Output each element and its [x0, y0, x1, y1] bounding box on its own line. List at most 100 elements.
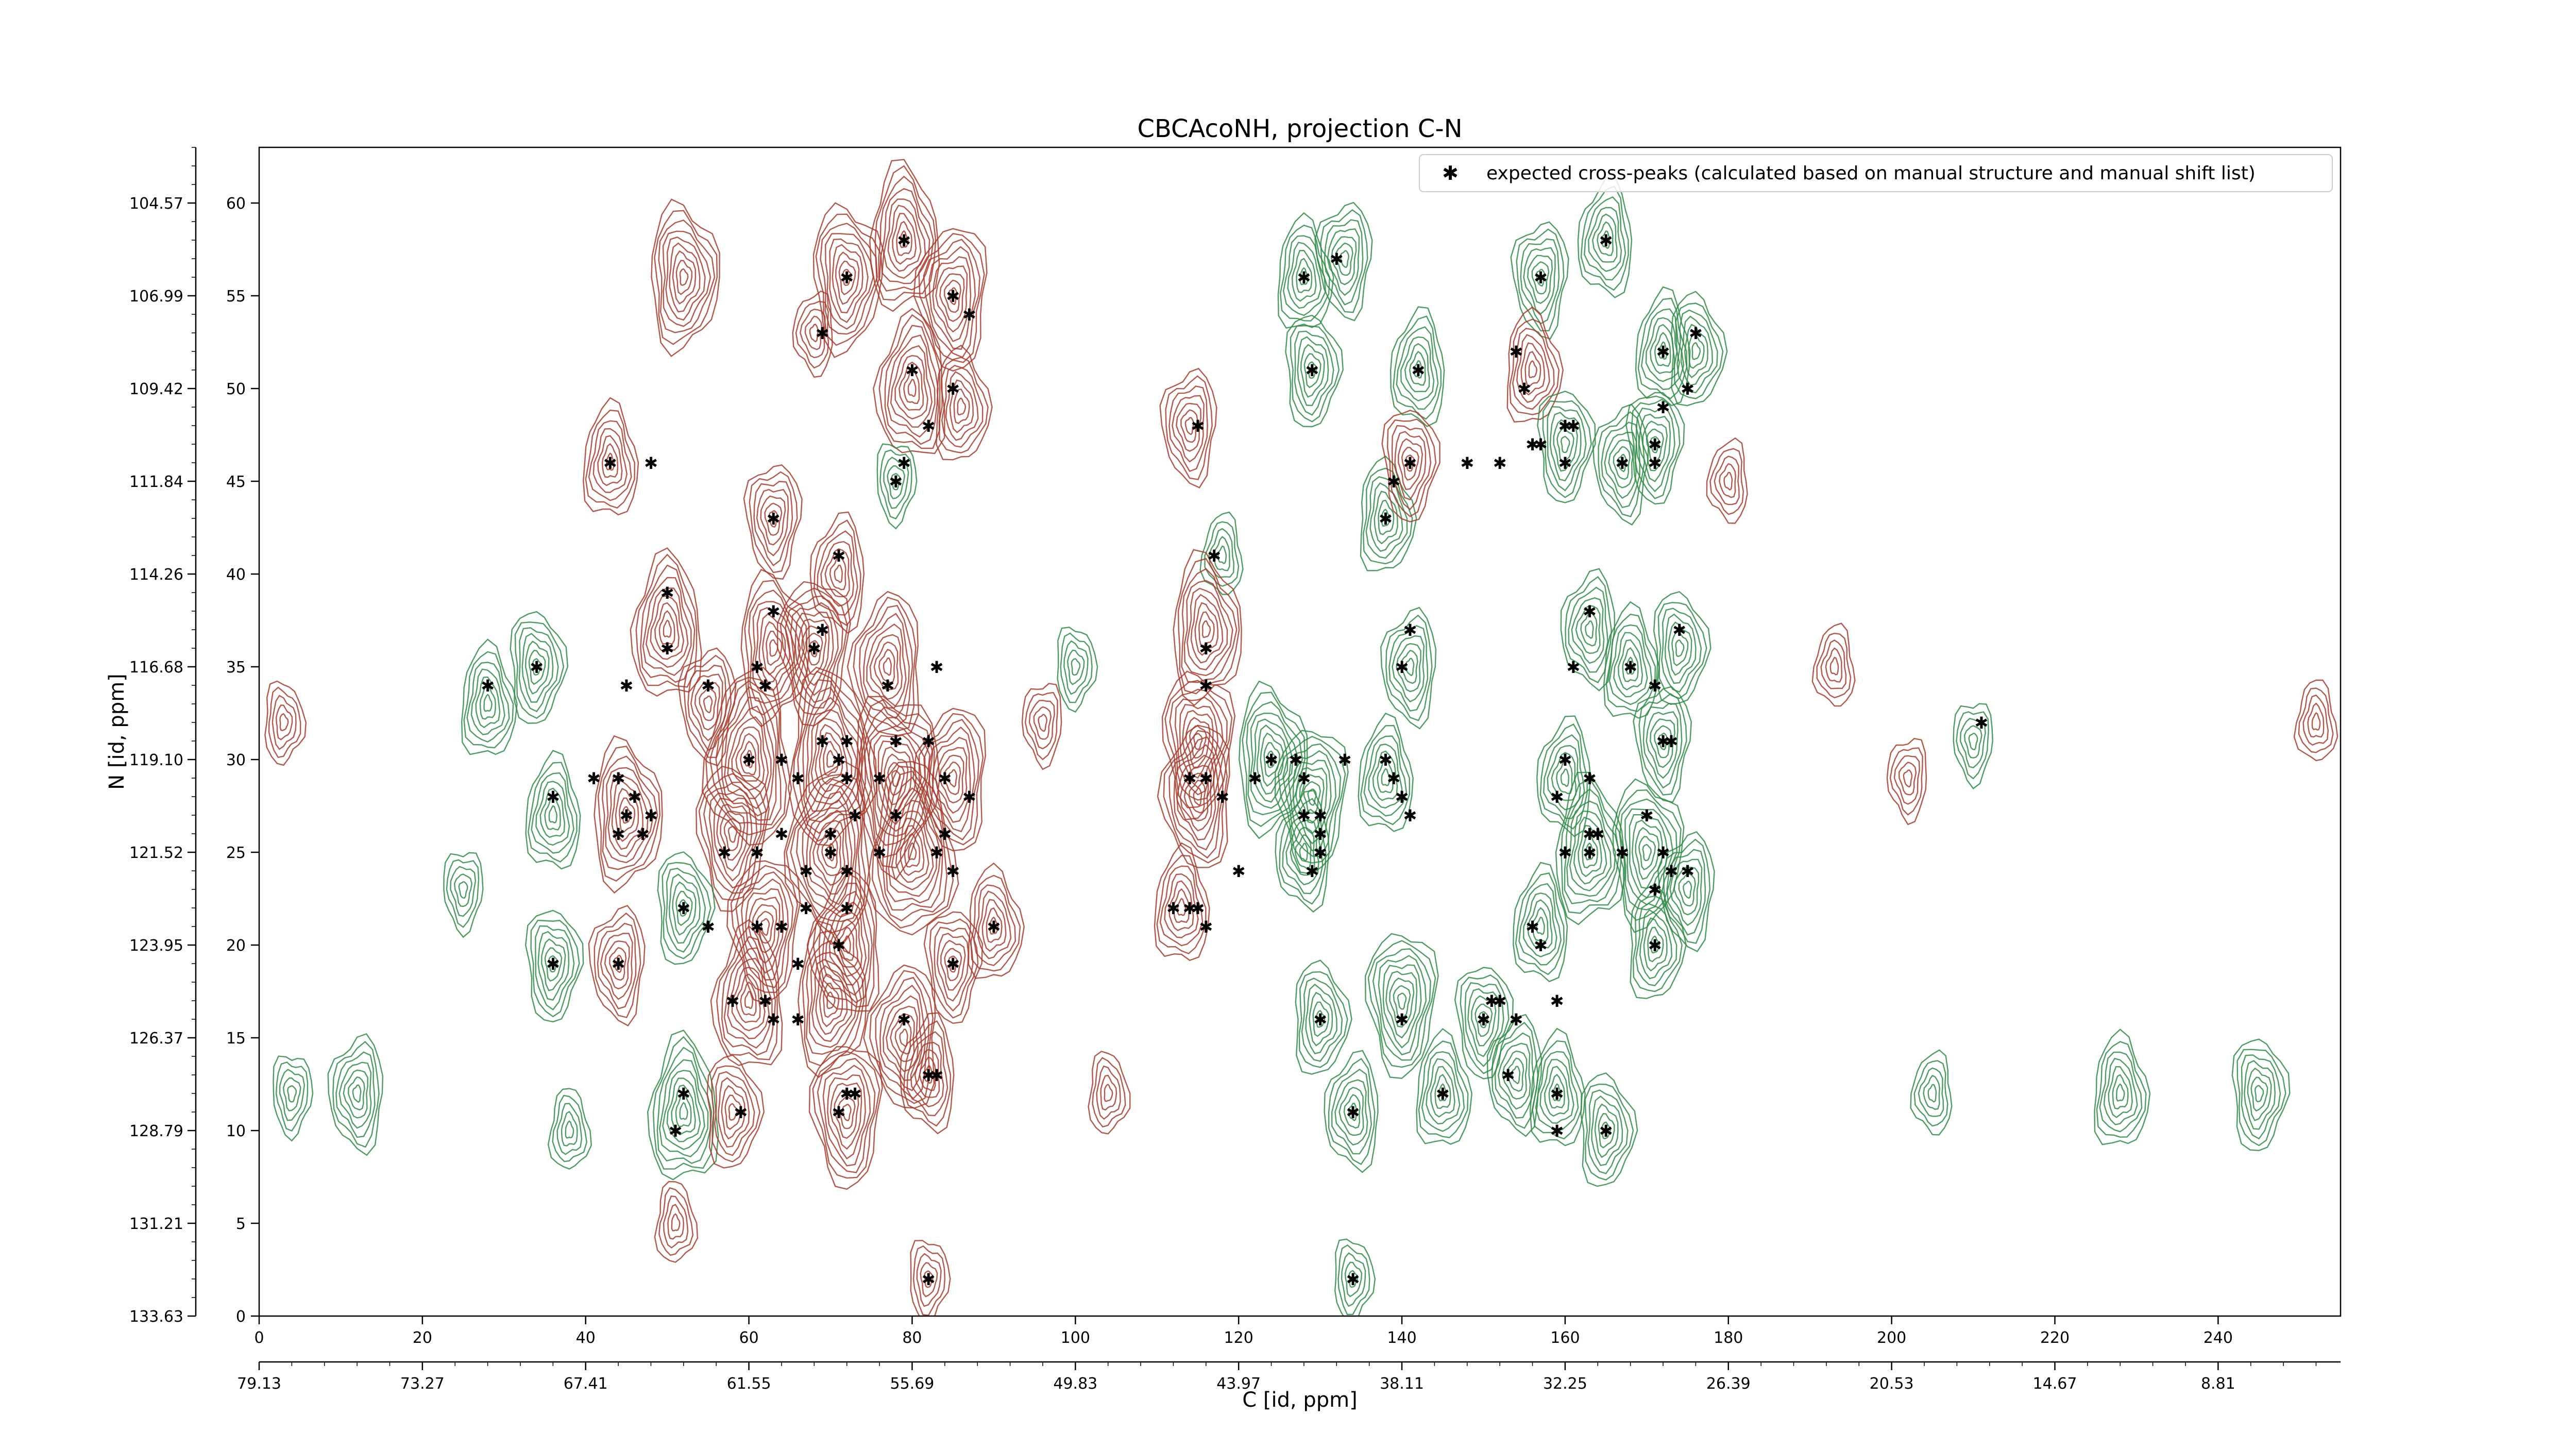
contour-line	[1898, 762, 1917, 796]
legend-marker: ✱	[1442, 162, 1459, 184]
contour-line	[696, 765, 770, 912]
expected-peak-marker: ✱	[1346, 1270, 1360, 1289]
contour-line	[1531, 907, 1549, 942]
contour-line	[1381, 509, 1391, 527]
contour-line	[1632, 895, 1683, 992]
contour-line	[755, 607, 796, 691]
contour-line	[1301, 978, 1343, 1062]
expected-peak-marker: ✱	[946, 862, 960, 881]
expected-peak-marker: ✱	[881, 676, 895, 696]
contour-line	[1282, 743, 1342, 857]
contour-line	[1368, 744, 1403, 809]
contour-peak	[1537, 391, 1596, 503]
contour-line	[769, 639, 778, 657]
contour-line	[866, 761, 959, 936]
contour-line	[1416, 1027, 1473, 1145]
contour-line	[2094, 1029, 2151, 1145]
contour-line	[1536, 715, 1591, 837]
contour-line	[1400, 650, 1418, 684]
contour-line	[1889, 747, 1923, 816]
contour-line	[1617, 453, 1627, 473]
expected-peak-marker: ✱	[636, 824, 650, 844]
expected-peak-marker: ✱	[758, 676, 772, 696]
contour-peak	[701, 666, 792, 846]
contour-line	[890, 345, 933, 428]
contour-line	[1400, 336, 1435, 401]
contour-peak	[588, 905, 646, 1026]
expected-peak-marker: ✱	[1232, 862, 1246, 881]
expected-peak-marker: ✱	[930, 1066, 944, 1085]
contour-line	[2241, 1054, 2281, 1140]
contour-peak	[1159, 367, 1217, 488]
contour-line	[657, 851, 716, 965]
expected-peak-marker: ✱	[922, 732, 936, 751]
contour-line	[1290, 827, 1315, 876]
contour-line	[1535, 1051, 1579, 1132]
contour-line	[1626, 656, 1635, 675]
contour-line	[1539, 723, 1588, 830]
expected-peak-marker: ✱	[1566, 416, 1580, 436]
contour-line	[703, 781, 762, 894]
contour-line	[824, 233, 874, 330]
x-ppm-tick-label: 20.53	[1870, 1375, 1914, 1393]
contour-line	[740, 568, 810, 728]
expected-peak-marker: ✱	[1313, 1010, 1327, 1030]
contour-line	[826, 991, 836, 1009]
contour-line	[1638, 693, 1687, 796]
contour-line	[880, 746, 912, 815]
contour-line	[666, 1077, 701, 1142]
expected-peak-marker: ✱	[922, 1270, 936, 1289]
contour-line	[928, 246, 976, 350]
contour-line	[665, 867, 706, 953]
expected-peak-marker: ✱	[1305, 361, 1319, 380]
contour-line	[675, 1092, 692, 1127]
expected-peak-marker: ✱	[546, 954, 560, 974]
contour-line	[1038, 714, 1048, 732]
contour-line	[858, 698, 935, 869]
contour-line	[829, 238, 869, 323]
contour-line	[937, 933, 969, 1002]
contour-line	[1553, 419, 1579, 472]
contour-line	[723, 818, 742, 851]
contour-peak	[1633, 686, 1692, 803]
contour-line	[1277, 735, 1346, 864]
y-tick-label: 35	[226, 659, 246, 677]
contour-peak	[912, 707, 987, 852]
contour-line	[1464, 982, 1504, 1067]
contour-line	[1551, 752, 1577, 801]
contour-line	[1185, 717, 1211, 768]
contour-line	[1358, 712, 1414, 832]
contour-peak	[1173, 549, 1242, 706]
contour-line	[714, 1071, 755, 1156]
contour-line	[934, 926, 974, 1012]
x-ppm-tick-label: 67.41	[564, 1375, 608, 1393]
contour-line	[1642, 702, 1683, 789]
contour-line	[1604, 431, 1637, 499]
expected-peak-marker: ✱	[946, 379, 960, 399]
contour-line	[561, 1110, 578, 1147]
contour-line	[834, 1089, 859, 1139]
contour-line	[1157, 724, 1230, 868]
contour-line	[2293, 679, 2338, 762]
contour-line	[1706, 437, 1748, 524]
contour-line	[2311, 712, 2321, 731]
expected-peak-marker: ✱	[791, 769, 805, 788]
contour-line	[1580, 612, 1598, 647]
expected-peak-marker: ✱	[840, 732, 854, 751]
y-ppm-tick-label: 104.57	[129, 195, 183, 213]
contour-line	[752, 601, 801, 697]
expected-peak-marker: ✱	[530, 658, 544, 677]
y-axis-label: N [id, ppm]	[105, 673, 129, 790]
contour-line	[827, 1074, 866, 1160]
expected-peak-marker: ✱	[1974, 713, 1988, 733]
contour-line	[662, 862, 711, 959]
contour-line	[335, 1051, 376, 1138]
expected-peak-marker: ✱	[1215, 787, 1229, 807]
contour-line	[1549, 412, 1582, 482]
contour-line	[1104, 1083, 1113, 1102]
contour-line	[585, 409, 636, 509]
contour-line	[874, 165, 937, 301]
contour-line	[1279, 798, 1327, 905]
contour-line	[658, 220, 716, 333]
contour-line	[2096, 1041, 2147, 1138]
